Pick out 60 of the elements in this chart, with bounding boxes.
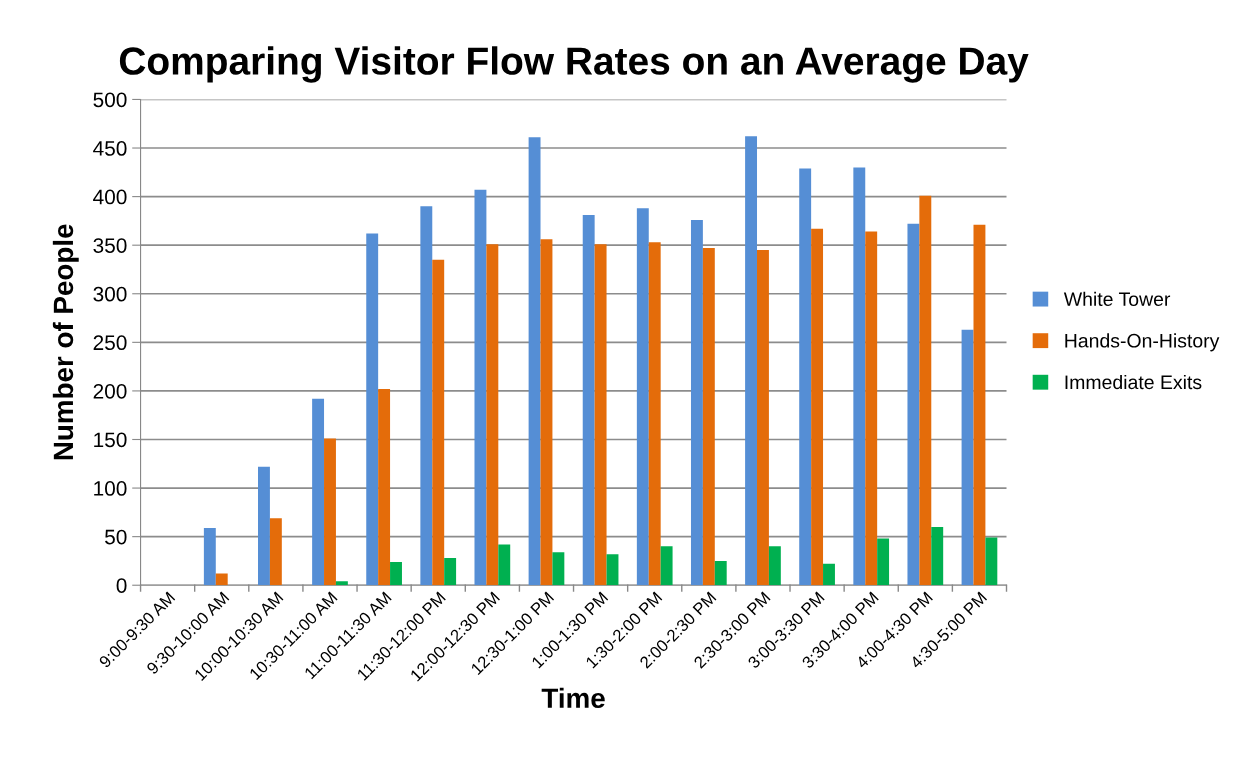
bar <box>474 189 487 586</box>
bar <box>660 546 673 586</box>
bar <box>823 563 835 586</box>
bar <box>799 168 812 586</box>
bar <box>444 558 457 586</box>
y-tick-label: 500 <box>93 92 127 108</box>
bar <box>486 244 499 586</box>
bar <box>258 466 270 586</box>
bar <box>594 244 607 586</box>
legend-label: Hands-On-History <box>1065 333 1220 352</box>
bar <box>985 537 998 586</box>
bar <box>335 581 348 586</box>
bar <box>582 215 595 586</box>
bar <box>324 438 336 586</box>
bar <box>312 398 325 586</box>
y-tick-label: 400 <box>93 189 127 205</box>
y-tick-label: 200 <box>93 383 127 399</box>
bar <box>432 259 445 586</box>
bar <box>768 546 781 586</box>
bar <box>215 573 228 586</box>
bar <box>378 388 391 586</box>
y-tick-label: 100 <box>94 481 127 496</box>
bar <box>552 552 565 586</box>
bar <box>757 250 769 586</box>
bar <box>877 538 890 586</box>
legend-label: Immediate Exits <box>1065 374 1202 390</box>
bar <box>606 554 619 586</box>
bar <box>919 195 932 586</box>
bar <box>390 561 402 586</box>
bar <box>702 248 715 586</box>
bar <box>636 208 649 586</box>
bar <box>961 329 974 586</box>
y-tick-label: 450 <box>93 141 127 156</box>
bar <box>498 544 511 586</box>
bar <box>648 242 661 586</box>
legend-label: White Tower <box>1063 291 1171 307</box>
x-axis-title: Time <box>541 687 605 709</box>
y-axis-title: Number of People <box>52 224 79 460</box>
y-tick-label: 0 <box>116 578 127 593</box>
bar <box>907 223 920 586</box>
y-tick-label: 150 <box>94 432 127 448</box>
bar <box>690 219 703 586</box>
chart-title: Comparing Visitor Flow Rates on an Average Day <box>119 46 1029 83</box>
bar <box>269 518 282 586</box>
bar <box>811 228 824 586</box>
bar <box>420 206 433 586</box>
bar <box>528 137 541 586</box>
bar <box>745 136 758 586</box>
bar <box>366 233 379 586</box>
bar <box>853 167 866 586</box>
y-tick-label: 250 <box>93 335 127 351</box>
y-tick-label: 50 <box>105 529 127 545</box>
y-tick-label: 350 <box>93 238 127 253</box>
y-tick-label: 300 <box>93 286 127 302</box>
bar <box>973 224 986 586</box>
bar <box>865 231 878 586</box>
bar <box>540 239 553 586</box>
bar <box>931 526 944 586</box>
bar <box>203 527 216 586</box>
bar <box>714 560 727 586</box>
